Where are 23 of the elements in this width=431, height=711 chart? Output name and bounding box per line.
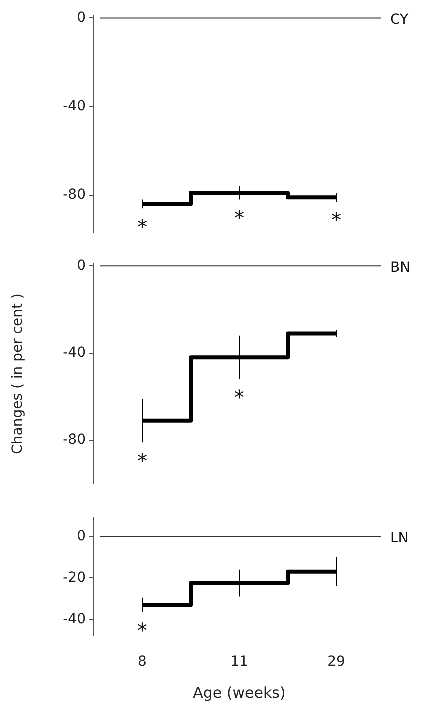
text: LN — [390, 530, 409, 546]
y-axis-title: Changes ( in per cent ) — [10, 294, 26, 454]
annotation: * — [138, 214, 148, 239]
y-tick-label: 0 — [77, 10, 86, 26]
annotation: * — [138, 448, 148, 473]
x-axis-title: Age (weeks) — [193, 684, 286, 702]
x-tick-label: 11 — [230, 654, 248, 670]
y-tick-label: -80 — [63, 187, 86, 203]
x-tick-label: 29 — [328, 654, 346, 670]
y-tick-label: -20 — [63, 570, 86, 586]
y-tick-label: 0 — [77, 528, 86, 544]
y-tick-label: -40 — [63, 611, 86, 628]
y-tick-label: 0 — [77, 258, 86, 274]
annotation: * — [332, 208, 342, 232]
text: CY — [390, 12, 410, 28]
y-tick-label: -80 — [63, 432, 86, 448]
text: BN — [390, 260, 411, 276]
annotation: * — [138, 618, 148, 643]
x-tick-label: 8 — [138, 654, 147, 670]
y-tick-label: -40 — [63, 344, 86, 361]
annotation: * — [234, 206, 244, 230]
annotation: * — [234, 386, 244, 410]
y-tick-label: -40 — [63, 98, 86, 114]
